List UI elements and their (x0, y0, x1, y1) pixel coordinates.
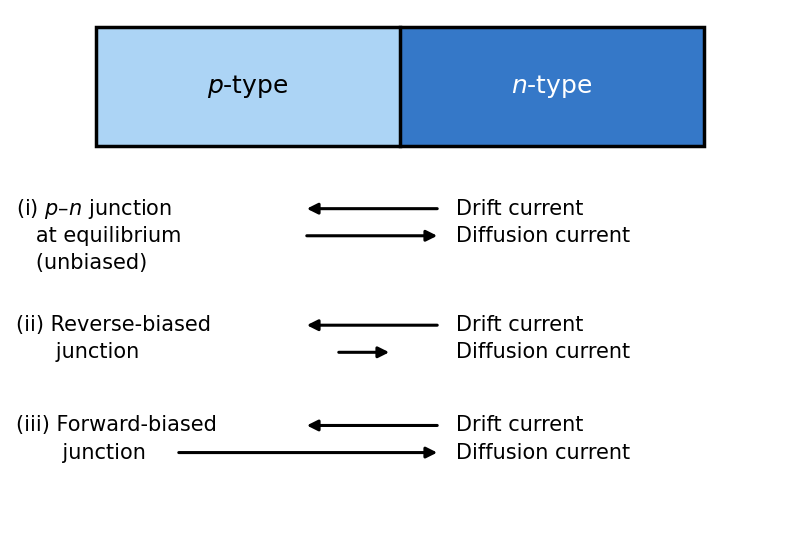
Bar (400, 27, 704, 146)
Text: at equilibrium: at equilibrium (16, 226, 182, 246)
Text: Drift current: Drift current (456, 199, 583, 218)
Text: junction: junction (16, 343, 139, 362)
Text: Diffusion current: Diffusion current (456, 226, 630, 246)
Text: (ii) Reverse-biased: (ii) Reverse-biased (16, 315, 211, 335)
Text: Drift current: Drift current (456, 416, 583, 435)
Bar (96, 27, 704, 146)
Text: (unbiased): (unbiased) (16, 253, 147, 273)
Text: (i) $p$–$n$ junction: (i) $p$–$n$ junction (16, 197, 172, 221)
Text: $n$-type: $n$-type (511, 73, 593, 100)
Bar (96, 27, 400, 146)
Text: (iii) Forward-biased: (iii) Forward-biased (16, 416, 217, 435)
Text: junction: junction (16, 443, 146, 462)
Text: $p$-type: $p$-type (207, 73, 289, 100)
Text: Diffusion current: Diffusion current (456, 443, 630, 462)
Text: Drift current: Drift current (456, 315, 583, 335)
Text: Diffusion current: Diffusion current (456, 343, 630, 362)
